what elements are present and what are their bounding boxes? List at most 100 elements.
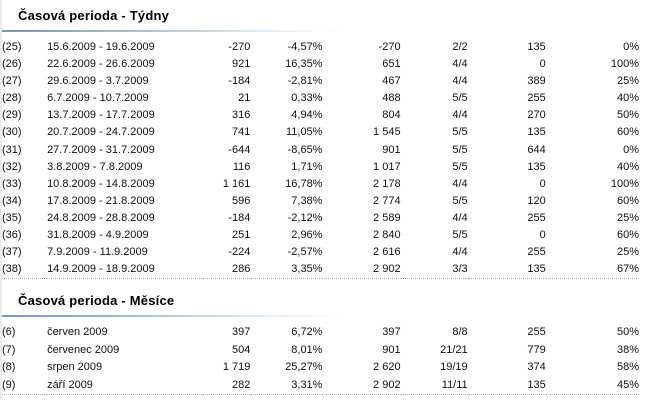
row-index: (33) [2, 177, 22, 190]
row-index: (9) [2, 378, 16, 391]
period-label: 22.6.2009 - 26.6.2009 [47, 58, 155, 71]
value-cell: -2,12% [287, 211, 323, 224]
table-row: (29) 13.7.2009 - 17.7.2009 316 4,94% 804 4/4 2… [2, 107, 639, 124]
value-cell: 779 [527, 343, 546, 356]
value-cell: 21 [238, 92, 251, 105]
value-cell: 1 545 [373, 126, 401, 139]
row-index: (8) [2, 361, 16, 374]
value-cell: 11,05% [285, 126, 323, 139]
value-cell: 4/4 [452, 211, 468, 224]
value-cell: 2 589 [373, 211, 401, 224]
value-cell: 60% [616, 194, 639, 207]
value-cell: -184 [228, 211, 251, 224]
value-cell: 921 [232, 58, 251, 71]
period-label: červen 2009 [47, 326, 108, 339]
row-index: (28) [2, 92, 22, 105]
row-index: (36) [2, 229, 22, 242]
value-cell: 2 840 [373, 229, 401, 242]
value-cell: 16,35% [285, 58, 323, 71]
value-cell: 0 [539, 58, 546, 71]
period-label: červenec 2009 [47, 343, 120, 356]
section-title-underline [2, 30, 658, 32]
section-weeks: Časová perioda - Týdny (25) 15.6.2009 - 1… [2, 0, 658, 280]
table-row: (32) 3.8.2009 - 7.8.2009 116 1,71% 1 017 5/5 1… [2, 159, 639, 176]
value-cell: 5/5 [452, 160, 468, 173]
row-index: (37) [2, 246, 22, 259]
row-index: (7) [2, 343, 16, 356]
section-months: Časová perioda - Měsíce (6) červen 2009 39… [2, 279, 658, 396]
period-label: 10.8.2009 - 14.8.2009 [47, 177, 155, 190]
value-cell: 50% [616, 109, 639, 122]
weeks-table: (25) 15.6.2009 - 19.6.2009 -270 -4,57% -270 2… [2, 39, 639, 280]
value-cell: 25% [616, 75, 639, 88]
value-cell: 135 [527, 378, 546, 391]
value-cell: 4/4 [452, 109, 468, 122]
value-cell: 4/4 [452, 58, 468, 71]
period-label: 20.7.2009 - 24.7.2009 [47, 126, 155, 139]
months-table: (6) červen 2009 397 6,72% 397 8/8 255 50% (7) čer… [2, 324, 639, 396]
table-row: (30) 20.7.2009 - 24.7.2009 741 11,05% 1 545 5… [2, 124, 639, 141]
value-cell: 901 [382, 343, 401, 356]
value-cell: -2,57% [287, 246, 323, 259]
value-cell: 1 161 [222, 177, 251, 190]
value-cell: 651 [382, 58, 401, 71]
value-cell: 58% [616, 361, 639, 374]
period-label: 7.9.2009 - 11.9.2009 [47, 246, 148, 259]
value-cell: 488 [382, 92, 401, 105]
table-row: (7) červenec 2009 504 8,01% 901 21/21 779 38% [2, 342, 639, 360]
value-cell: 135 [527, 41, 546, 53]
value-cell: 120 [527, 194, 546, 207]
value-cell: 116 [232, 160, 251, 173]
value-cell: 8,01% [291, 343, 323, 356]
value-cell: -644 [228, 143, 251, 156]
value-cell: 901 [382, 143, 401, 156]
value-cell: 25% [616, 246, 639, 259]
value-cell: 7,38% [291, 194, 323, 207]
table-row: (27) 29.6.2009 - 3.7.2009 -184 -2,81% 467 4/4… [2, 73, 639, 90]
table-row: (36) 31.8.2009 - 4.9.2009 251 2,96% 2 840 5/5… [2, 227, 639, 244]
value-cell: 741 [232, 126, 251, 139]
value-cell: 2,96% [291, 229, 323, 242]
value-cell: 270 [527, 109, 546, 122]
value-cell: 100% [610, 58, 639, 71]
value-cell: 135 [527, 263, 546, 276]
table-row: (33) 10.8.2009 - 14.8.2009 1 161 16,78% 2 17… [2, 176, 639, 193]
value-cell: 4/4 [452, 75, 468, 88]
value-cell: 67% [616, 263, 639, 276]
value-cell: 2 178 [373, 177, 401, 190]
value-cell: 5/5 [452, 126, 468, 139]
table-row: (34) 17.8.2009 - 21.8.2009 596 7,38% 2 774 5/… [2, 193, 639, 210]
value-cell: 596 [232, 194, 251, 207]
row-index: (35) [2, 211, 22, 224]
table-row: (6) červen 2009 397 6,72% 397 8/8 255 50% [2, 324, 639, 342]
value-cell: 1 719 [222, 361, 251, 374]
row-index: (38) [2, 263, 22, 276]
row-index: (34) [2, 194, 22, 207]
row-index: (31) [2, 143, 22, 156]
value-cell: 50% [616, 326, 639, 339]
value-cell: 804 [382, 109, 401, 122]
value-cell: 25,27% [285, 361, 323, 374]
value-cell: 6,72% [291, 326, 323, 339]
table-row: (31) 27.7.2009 - 31.7.2009 -644 -8,65% 901 5/… [2, 142, 639, 159]
row-index: (25) [2, 41, 22, 53]
table-row: (9) září 2009 282 3,31% 2 902 11/11 135 45% [2, 377, 639, 395]
period-label: 13.7.2009 - 17.7.2009 [47, 109, 155, 122]
value-cell: 255 [527, 246, 546, 259]
value-cell: 135 [527, 126, 546, 139]
value-cell: 467 [382, 75, 401, 88]
value-cell: 0 [539, 229, 546, 242]
value-cell: 3/3 [452, 263, 468, 276]
period-label: září 2009 [47, 378, 93, 391]
value-cell: 5/5 [452, 143, 468, 156]
value-cell: 3,31% [291, 378, 323, 391]
period-label: 3.8.2009 - 7.8.2009 [47, 160, 143, 173]
value-cell: 2 620 [373, 361, 401, 374]
value-cell: 38% [616, 343, 639, 356]
row-index: (30) [2, 126, 22, 139]
value-cell: -8,65% [287, 143, 323, 156]
row-index: (29) [2, 109, 22, 122]
value-cell: 255 [527, 92, 546, 105]
value-cell: 8/8 [452, 326, 468, 339]
